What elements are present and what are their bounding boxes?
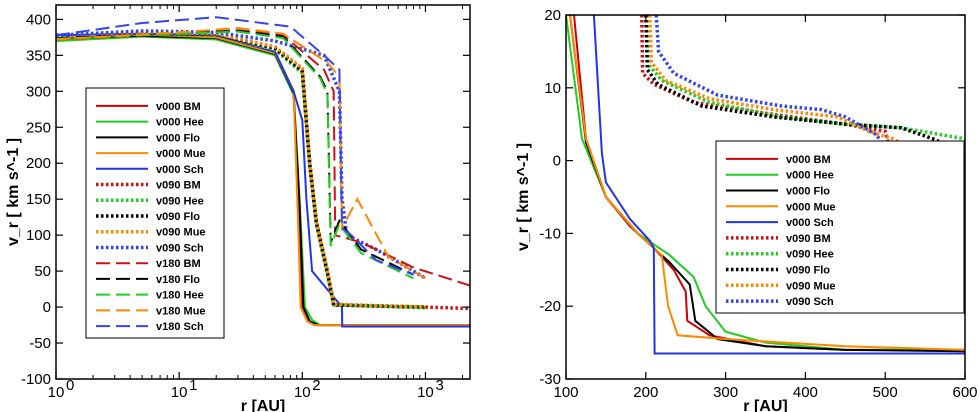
y-tick-label: -30 — [539, 371, 561, 388]
x-tick-label: 10 — [48, 384, 65, 401]
x-tick-label: 10 — [171, 384, 188, 401]
x-tick-exponent: 0 — [66, 377, 74, 394]
legend-label: v000 Hee — [786, 170, 834, 182]
legend-label: v180 Mue — [156, 305, 206, 317]
legend-box — [85, 87, 225, 339]
legend: v000 BM v000 Hee v000 Flo v000 Mue v000 Sch v… — [715, 140, 965, 314]
series-group — [566, 15, 965, 355]
y-tick-label: 10 — [544, 80, 561, 97]
legend: v000 BM v000 Hee v000 Flo v000 Mue v000 Sch v… — [85, 87, 225, 339]
legend-label: v180 Hee — [156, 290, 204, 302]
x-tick-label: 300 — [713, 384, 738, 401]
legend-box — [715, 140, 965, 314]
series-line-v090-hee — [646, 15, 965, 141]
legend-label: v000 Sch — [156, 164, 204, 176]
x-tick-label: 10 — [417, 384, 434, 401]
right-panel: -30 -20 -10 0 10 20 100 200 300 400 500 600 r [AU] v_… — [515, 7, 978, 412]
y-tick-label: 0 — [43, 299, 51, 316]
plot-frame — [55, 4, 471, 380]
legend-label: v000 Flo — [786, 186, 830, 198]
series-line-v090-mue — [56, 30, 426, 309]
x-tick-exponent: 3 — [435, 377, 443, 394]
x-axis-label: r [AU] — [743, 398, 787, 412]
y-tick-label: 150 — [26, 191, 51, 208]
y-tick-label: 100 — [26, 227, 51, 244]
y-tick-label: 50 — [34, 263, 51, 280]
y-tick-label: 200 — [26, 155, 51, 172]
x-tick-label: 100 — [553, 384, 578, 401]
series-line-v090-flo — [56, 31, 426, 309]
legend-label: v090 Mue — [156, 227, 206, 239]
x-tick-label: 600 — [952, 384, 977, 401]
y-tick-label: 0 — [553, 153, 561, 170]
series-group — [56, 16, 470, 328]
legend-label: v090 Mue — [786, 280, 836, 292]
y-tick-label: -100 — [21, 371, 51, 388]
plot-frame — [565, 14, 966, 380]
x-tick-label: 500 — [873, 384, 898, 401]
legend-label: v000 BM — [786, 154, 831, 166]
legend-label: v090 Sch — [786, 296, 834, 308]
legend-label: v090 Hee — [786, 249, 834, 261]
series-line-v000-mue — [56, 33, 470, 327]
x-tick-exponent: 2 — [312, 377, 320, 394]
x-tick-exponent: 1 — [189, 377, 197, 394]
y-tick-label: 250 — [26, 119, 51, 136]
y-tick-label: 400 — [26, 11, 51, 28]
legend-label: v090 BM — [156, 180, 201, 192]
series-line-v180-mue — [56, 26, 427, 280]
series-line-v090-flo — [644, 15, 965, 155]
legend-label: v000 BM — [156, 101, 201, 113]
y-tick-label: 20 — [544, 7, 561, 24]
series-line-v000-sch — [592, 15, 965, 355]
y-axis-label: v_r [ km s^-1 ] — [515, 143, 532, 251]
legend-label: v090 Flo — [156, 211, 200, 223]
legend-label: v090 Sch — [156, 242, 204, 254]
x-tick-label: 400 — [793, 384, 818, 401]
legend-label: v090 Flo — [786, 265, 830, 277]
y-tick-label: -20 — [539, 298, 561, 315]
legend-label: v000 Flo — [156, 132, 200, 144]
y-axis-label: v_r [ km s^-1 ] — [5, 138, 22, 246]
legend-label: v000 Sch — [786, 217, 834, 229]
legend-label: v000 Mue — [156, 148, 206, 160]
series-line-v000-mue — [569, 15, 965, 351]
y-tick-label: 300 — [26, 83, 51, 100]
legend-label: v180 BM — [156, 258, 201, 270]
legend-label: v090 Hee — [156, 195, 204, 207]
y-tick-label: 350 — [26, 47, 51, 64]
series-line-v180-hee — [56, 30, 414, 280]
legend-label: v000 Hee — [156, 117, 204, 129]
series-line-v180-sch — [56, 16, 414, 276]
x-tick-label: 10 — [294, 384, 311, 401]
x-axis-label: r [AU] — [241, 398, 285, 412]
legend-label: v090 BM — [786, 233, 831, 245]
legend-label: v180 Flo — [156, 274, 200, 286]
x-tick-label: 200 — [633, 384, 658, 401]
y-tick-label: -50 — [29, 335, 51, 352]
y-tick-label: -10 — [539, 225, 561, 242]
legend-label: v180 Sch — [156, 321, 204, 333]
legend-label: v000 Mue — [786, 201, 836, 213]
